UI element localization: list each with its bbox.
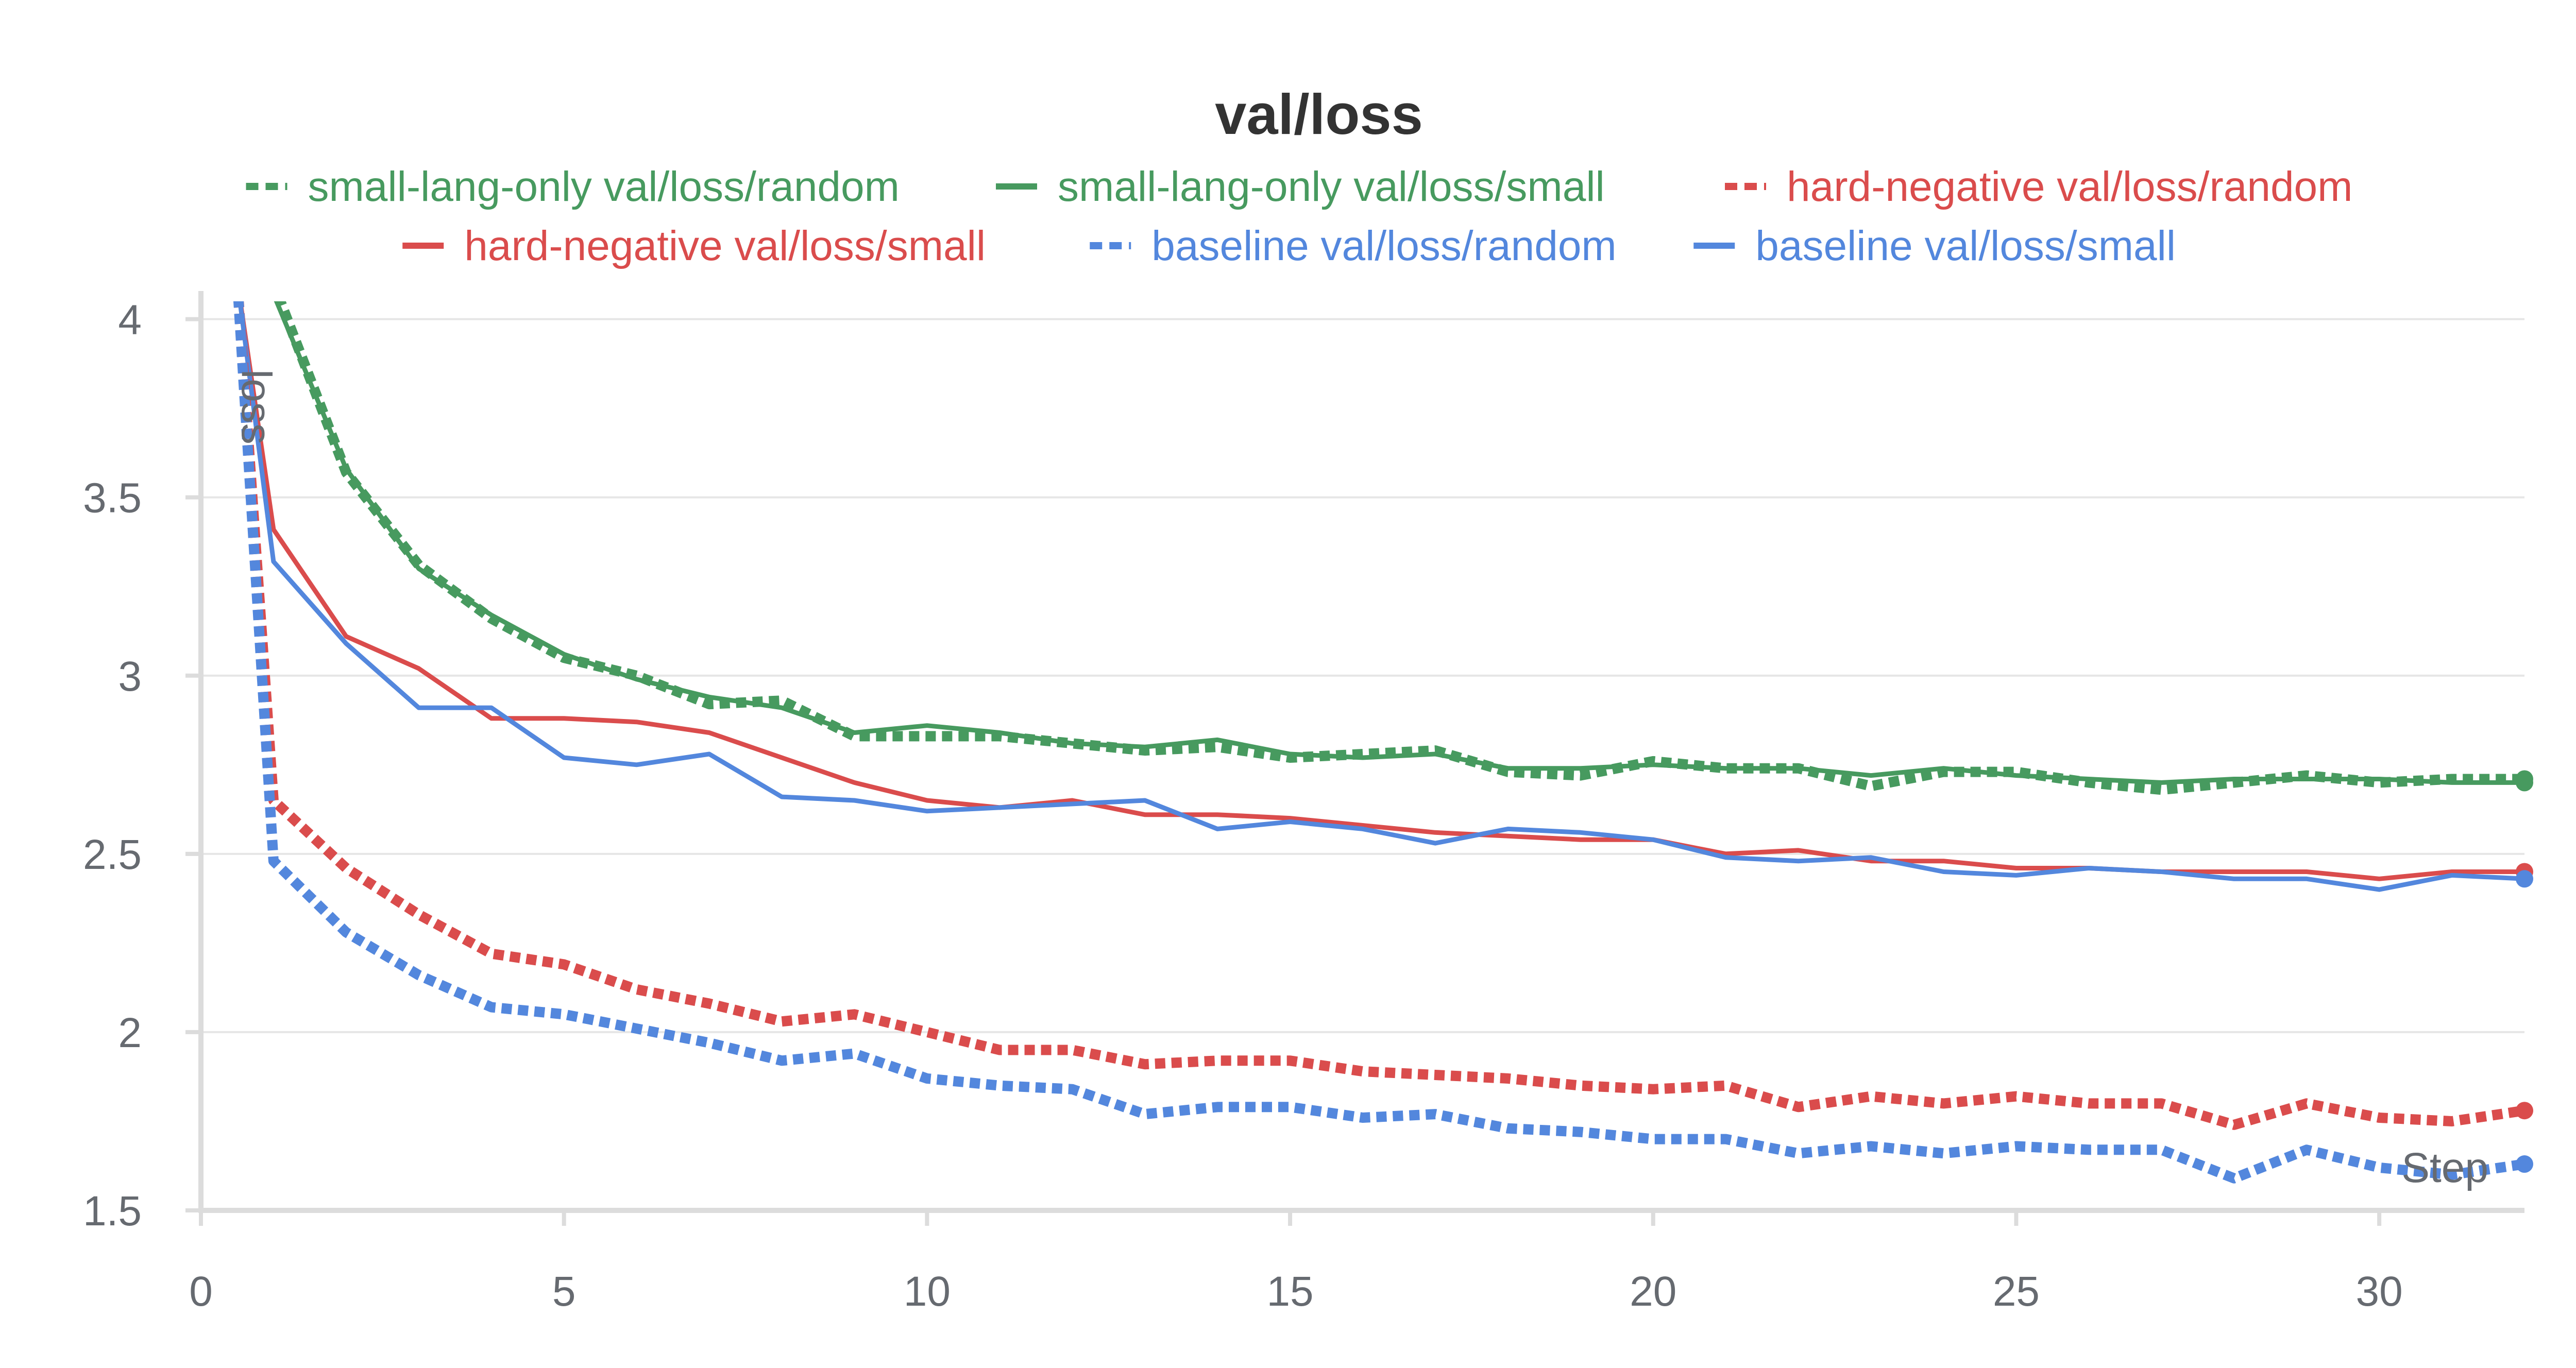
x-tick-label: 5 xyxy=(552,1268,576,1315)
series-endpoint-small-lang-only-val-loss-random xyxy=(2516,770,2533,788)
legend-label: baseline val/loss/small xyxy=(1755,223,2176,269)
legend: small-lang-only val/loss/random small-lan… xyxy=(246,163,2352,269)
axes xyxy=(198,291,2524,1213)
y-tick-label: 2 xyxy=(118,1010,142,1056)
x-axis-title: Step xyxy=(2401,1144,2488,1191)
x-tick-label: 20 xyxy=(1630,1268,1676,1315)
series-endpoint-hard-negative-val-loss-random xyxy=(2516,1102,2533,1120)
x-tick-label: 15 xyxy=(1266,1268,1313,1315)
legend-label: baseline val/loss/random xyxy=(1151,223,1616,269)
series-line-small-lang-only-val-loss-random xyxy=(275,301,2524,795)
legend-item: hard-negative val/loss/random xyxy=(1725,163,2352,210)
legend-label: small-lang-only val/loss/random xyxy=(308,163,900,210)
x-tick-label: 0 xyxy=(189,1268,213,1315)
y-tick-label: 3.5 xyxy=(83,475,142,522)
x-tick-label: 30 xyxy=(2356,1268,2403,1315)
y-tick-label: 2.5 xyxy=(83,831,142,878)
series-line-hard-negative-val-loss-small xyxy=(238,301,2524,881)
y-tick-label: 3 xyxy=(118,653,142,700)
x-axis-ticks: 0 5 10 15 20 25 30 xyxy=(189,1210,2403,1315)
series-endpoint-baseline-val-loss-small xyxy=(2516,870,2533,888)
chart-title: val/loss xyxy=(1215,83,1423,146)
legend-item: baseline val/loss/small xyxy=(1693,223,2176,269)
grid xyxy=(201,318,2524,1033)
y-tick-label: 4 xyxy=(118,297,142,344)
y-axis-ticks: 1.5 2 2.5 3 3.5 4 xyxy=(83,297,201,1235)
legend-label: hard-negative val/loss/random xyxy=(1787,163,2352,210)
series-line-baseline-val-loss-random xyxy=(233,301,2526,1184)
y-tick-label: 1.5 xyxy=(83,1188,142,1235)
legend-label: hard-negative val/loss/small xyxy=(464,223,986,269)
legend-item: small-lang-only val/loss/random xyxy=(246,163,900,210)
x-tick-label: 25 xyxy=(1993,1268,2040,1315)
series-endpoint-baseline-val-loss-random xyxy=(2516,1155,2533,1173)
legend-label: small-lang-only val/loss/small xyxy=(1058,163,1605,210)
series-group xyxy=(233,301,2533,1184)
legend-item: baseline val/loss/random xyxy=(1090,223,1617,269)
x-tick-label: 10 xyxy=(904,1268,951,1315)
series-line-baseline-val-loss-small xyxy=(238,301,2525,892)
legend-item: small-lang-only val/loss/small xyxy=(996,163,1605,210)
y-axis-title: loss xyxy=(233,369,280,444)
legend-item: hard-negative val/loss/small xyxy=(402,223,986,269)
series-line-small-lang-only-val-loss-small xyxy=(274,301,2524,785)
series-line-hard-negative-val-loss-random xyxy=(233,301,2526,1130)
